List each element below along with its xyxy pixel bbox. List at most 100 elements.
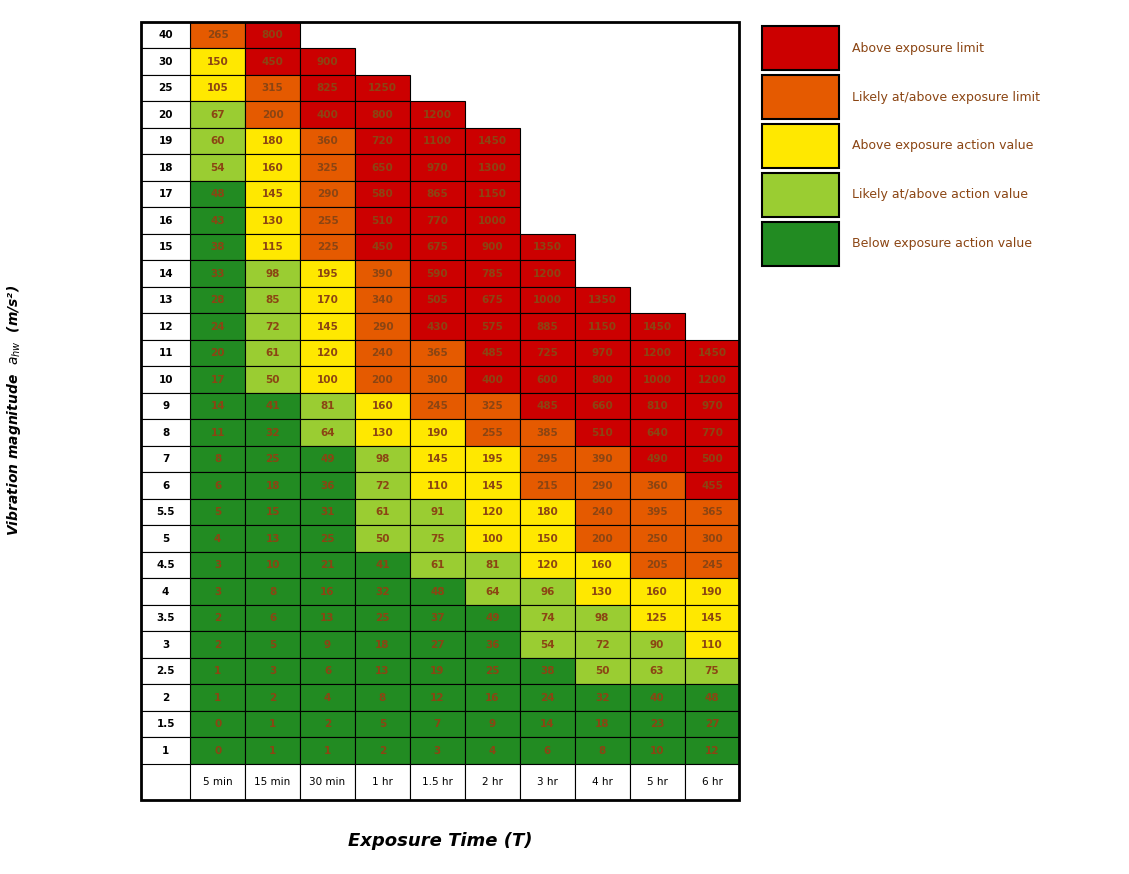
Text: 14: 14: [540, 719, 554, 729]
Text: 510: 510: [371, 216, 393, 225]
Text: 12: 12: [704, 746, 719, 756]
Bar: [465, 551, 519, 579]
Text: 105: 105: [207, 83, 228, 94]
Bar: [355, 711, 410, 738]
Bar: [410, 234, 465, 260]
Bar: [519, 551, 575, 579]
Bar: [300, 207, 355, 234]
Text: 20: 20: [210, 348, 225, 358]
Bar: [141, 525, 190, 551]
Bar: [355, 101, 410, 128]
Bar: [190, 260, 245, 287]
Bar: [684, 684, 739, 711]
Text: 74: 74: [540, 614, 554, 623]
Text: 180: 180: [536, 507, 558, 517]
Text: Vibration magnitude  $a_{hw}$  (m/s²): Vibration magnitude $a_{hw}$ (m/s²): [5, 285, 23, 537]
Text: 16: 16: [158, 216, 173, 225]
Text: 400: 400: [316, 109, 339, 120]
Text: 200: 200: [592, 534, 613, 544]
Bar: [410, 551, 465, 579]
Text: 8: 8: [598, 746, 606, 756]
Bar: [630, 499, 684, 525]
Bar: [300, 738, 355, 764]
Text: 31: 31: [321, 507, 335, 517]
Bar: [465, 155, 519, 181]
Bar: [575, 605, 630, 631]
Text: 5: 5: [163, 534, 169, 544]
Bar: [630, 393, 684, 420]
Text: 5 hr: 5 hr: [647, 777, 667, 787]
Text: 205: 205: [646, 560, 668, 570]
Bar: [410, 128, 465, 155]
Text: 395: 395: [646, 507, 668, 517]
Bar: [141, 48, 190, 75]
Text: 120: 120: [481, 507, 504, 517]
Text: 900: 900: [317, 57, 339, 66]
Text: 81: 81: [485, 560, 499, 570]
Bar: [575, 711, 630, 738]
Bar: [141, 260, 190, 287]
Text: 98: 98: [375, 454, 390, 464]
Bar: [190, 711, 245, 738]
Bar: [575, 684, 630, 711]
Bar: [519, 738, 575, 764]
Bar: [684, 631, 739, 658]
Bar: [300, 658, 355, 684]
Text: 50: 50: [265, 375, 280, 385]
Bar: [519, 234, 575, 260]
Bar: [465, 393, 519, 420]
Bar: [300, 128, 355, 155]
Bar: [300, 234, 355, 260]
Text: 4: 4: [215, 534, 221, 544]
Bar: [575, 473, 630, 499]
Text: 23: 23: [650, 719, 664, 729]
Text: Exposure Time (T): Exposure Time (T): [348, 831, 533, 850]
Text: 6: 6: [163, 481, 169, 490]
Text: 1: 1: [163, 746, 169, 756]
Bar: [245, 75, 300, 101]
Text: 1000: 1000: [478, 216, 507, 225]
Bar: [410, 155, 465, 181]
Bar: [575, 287, 630, 314]
Bar: [465, 128, 519, 155]
Bar: [300, 420, 355, 446]
Text: 490: 490: [646, 454, 668, 464]
Bar: [245, 711, 300, 738]
Text: 810: 810: [646, 401, 668, 411]
Bar: [355, 525, 410, 551]
Text: 8: 8: [215, 454, 221, 464]
Text: 3: 3: [269, 666, 277, 676]
Bar: [300, 631, 355, 658]
Bar: [465, 473, 519, 499]
Bar: [245, 764, 300, 800]
Text: 81: 81: [321, 401, 335, 411]
Bar: [245, 155, 300, 181]
Text: 32: 32: [595, 693, 610, 703]
Bar: [300, 101, 355, 128]
Text: 41: 41: [265, 401, 280, 411]
Text: 8: 8: [269, 586, 277, 597]
Text: 640: 640: [646, 427, 668, 438]
Text: 72: 72: [265, 322, 280, 331]
Bar: [355, 579, 410, 605]
Text: 32: 32: [375, 586, 390, 597]
Text: 48: 48: [430, 586, 445, 597]
Bar: [465, 260, 519, 287]
Bar: [630, 711, 684, 738]
Bar: [762, 222, 839, 266]
Bar: [684, 499, 739, 525]
Bar: [245, 631, 300, 658]
Text: 13: 13: [158, 295, 173, 305]
Bar: [355, 605, 410, 631]
Text: 33: 33: [210, 268, 225, 279]
Bar: [355, 234, 410, 260]
Bar: [630, 473, 684, 499]
Bar: [141, 393, 190, 420]
Text: 14: 14: [158, 268, 173, 279]
Text: 0: 0: [215, 746, 221, 756]
Text: 125: 125: [646, 614, 668, 623]
Text: 1.5 hr: 1.5 hr: [422, 777, 453, 787]
Bar: [519, 314, 575, 340]
Bar: [190, 473, 245, 499]
Text: 200: 200: [262, 109, 283, 120]
